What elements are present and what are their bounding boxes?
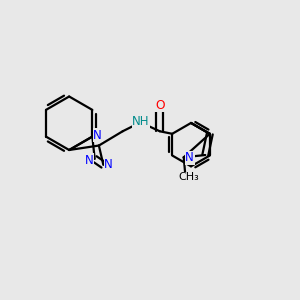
Text: N: N <box>104 158 113 171</box>
Text: CH₃: CH₃ <box>178 172 199 182</box>
Text: O: O <box>155 99 165 112</box>
Text: N: N <box>185 152 194 164</box>
Text: N: N <box>84 154 93 167</box>
Text: N: N <box>93 129 102 142</box>
Text: NH: NH <box>132 115 150 128</box>
